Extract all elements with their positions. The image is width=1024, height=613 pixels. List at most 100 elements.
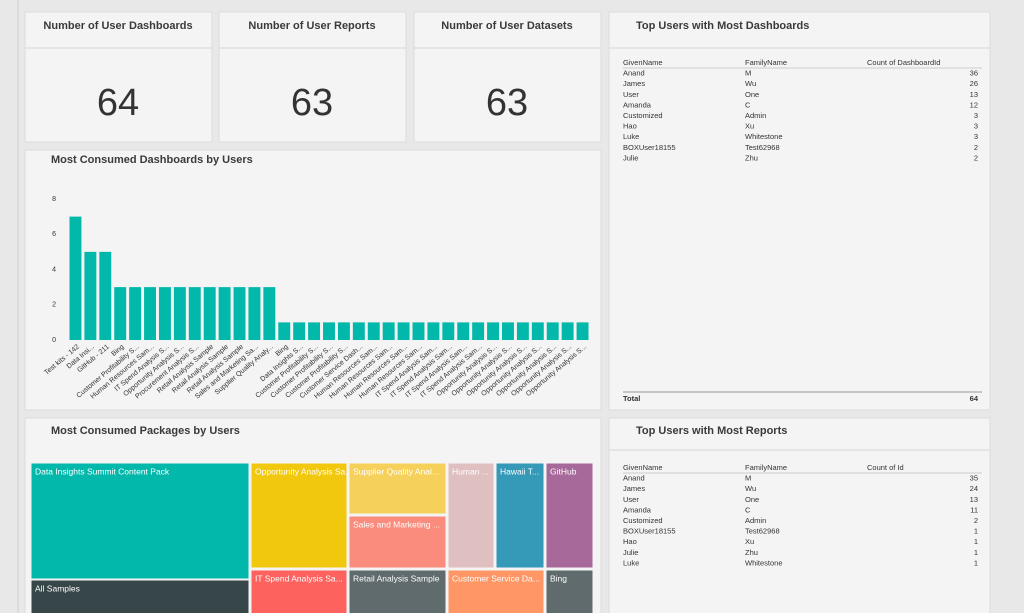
table-cell: 36 <box>970 69 978 78</box>
bar <box>158 287 171 340</box>
bar <box>412 322 425 340</box>
table-cell: Xu <box>745 122 754 131</box>
table-cell: 12 <box>970 100 978 109</box>
table-cell: Zhu <box>745 548 758 557</box>
bar <box>457 322 470 340</box>
table-cell: 2 <box>974 516 978 525</box>
treemap-tile <box>250 462 348 569</box>
bar <box>203 287 216 340</box>
bar <box>144 287 156 340</box>
table-cell: James <box>623 79 645 88</box>
treemap-tile <box>348 569 447 613</box>
bar <box>382 322 395 340</box>
table-cell: Anand <box>623 474 645 483</box>
column-header: FamilyName <box>745 463 787 472</box>
bar <box>546 322 559 340</box>
bar <box>323 322 335 340</box>
table-cell: Test62968 <box>745 143 780 152</box>
table-cell: User <box>623 90 639 99</box>
total-label: Total <box>623 394 640 403</box>
chart-panel <box>24 149 602 411</box>
bar <box>173 287 186 340</box>
bar <box>233 287 246 340</box>
tile-label: Human ... <box>452 466 489 476</box>
card-value: 64 <box>97 82 139 124</box>
table-cell: One <box>745 90 759 99</box>
chart-title: Most Consumed Dashboards by Users <box>51 154 253 166</box>
table-cell: 26 <box>970 79 978 88</box>
table-cell: Customized <box>623 111 663 120</box>
bar <box>293 322 306 340</box>
bar <box>188 287 201 340</box>
bar <box>278 322 291 340</box>
y-tick-label: 4 <box>52 266 56 273</box>
column-header: Count of DashboardId <box>867 58 940 67</box>
y-tick-label: 2 <box>52 302 56 309</box>
table-cell: Zhu <box>745 153 758 162</box>
card-value: 63 <box>291 82 333 124</box>
tile-label: IT Spend Analysis Sa... <box>255 573 343 583</box>
bar <box>99 251 112 340</box>
table-cell: 13 <box>970 495 978 504</box>
table-cell: 13 <box>970 90 978 99</box>
bar <box>561 322 574 340</box>
treemap-tile <box>447 462 495 569</box>
table-title: Top Users with Most Reports <box>636 425 787 437</box>
table-cell: Wu <box>745 484 756 493</box>
table-cell: 1 <box>974 558 978 567</box>
treemap-tile <box>495 462 545 569</box>
table-cell: 2 <box>974 143 978 152</box>
column-header: GivenName <box>623 58 663 67</box>
tile-label: Retail Analysis Sample <box>353 573 440 583</box>
bar <box>576 322 589 340</box>
bar <box>129 287 142 340</box>
bar <box>114 287 127 340</box>
tile-label: Supplier Quality Anal... <box>353 466 439 476</box>
table-cell: Admin <box>745 111 766 120</box>
column-header: FamilyName <box>745 58 787 67</box>
table-cell: M <box>745 474 751 483</box>
bar <box>502 322 514 340</box>
y-tick-label: 0 <box>52 337 56 344</box>
table-cell: C <box>745 505 751 514</box>
table-cell: 3 <box>974 111 978 120</box>
bar <box>367 322 380 340</box>
column-header: GivenName <box>623 463 663 472</box>
treemap-tile <box>447 569 545 613</box>
tile-label: Sales and Marketing ... <box>353 519 440 529</box>
table-cell: M <box>745 69 751 78</box>
table-cell: C <box>745 100 751 109</box>
treemap-title: Most Consumed Packages by Users <box>51 425 240 437</box>
bar <box>531 322 544 340</box>
table-cell: Amanda <box>623 100 652 109</box>
tile-label: Customer Service Da... <box>452 573 540 583</box>
card-value: 63 <box>486 82 528 124</box>
table-cell: BOXUser18155 <box>623 527 676 536</box>
table-cell: Amanda <box>623 505 652 514</box>
treemap-tile <box>250 569 348 613</box>
table-cell: James <box>623 484 645 493</box>
tile-label: Bing <box>550 573 567 583</box>
tile-label: Hawaii T... <box>500 466 539 476</box>
bar <box>397 322 410 340</box>
bar <box>218 287 231 340</box>
table-cell: BOXUser18155 <box>623 143 676 152</box>
card-title: Number of User Reports <box>248 20 375 32</box>
table-cell: Hao <box>623 537 637 546</box>
table-cell: Hao <box>623 122 637 131</box>
column-header: Count of Id <box>867 463 904 472</box>
table-cell: One <box>745 495 759 504</box>
tile-label: All Samples <box>35 583 80 593</box>
table-cell: Luke <box>623 558 639 567</box>
table-cell: Whitestone <box>745 558 783 567</box>
card-panel <box>24 11 213 143</box>
table-cell: 3 <box>974 132 978 141</box>
tile-label: GitHub <box>550 466 577 476</box>
table-cell: Customized <box>623 516 663 525</box>
bar <box>263 287 276 340</box>
card-panel <box>218 11 407 143</box>
bar <box>308 322 321 340</box>
table-cell: 24 <box>970 484 978 493</box>
